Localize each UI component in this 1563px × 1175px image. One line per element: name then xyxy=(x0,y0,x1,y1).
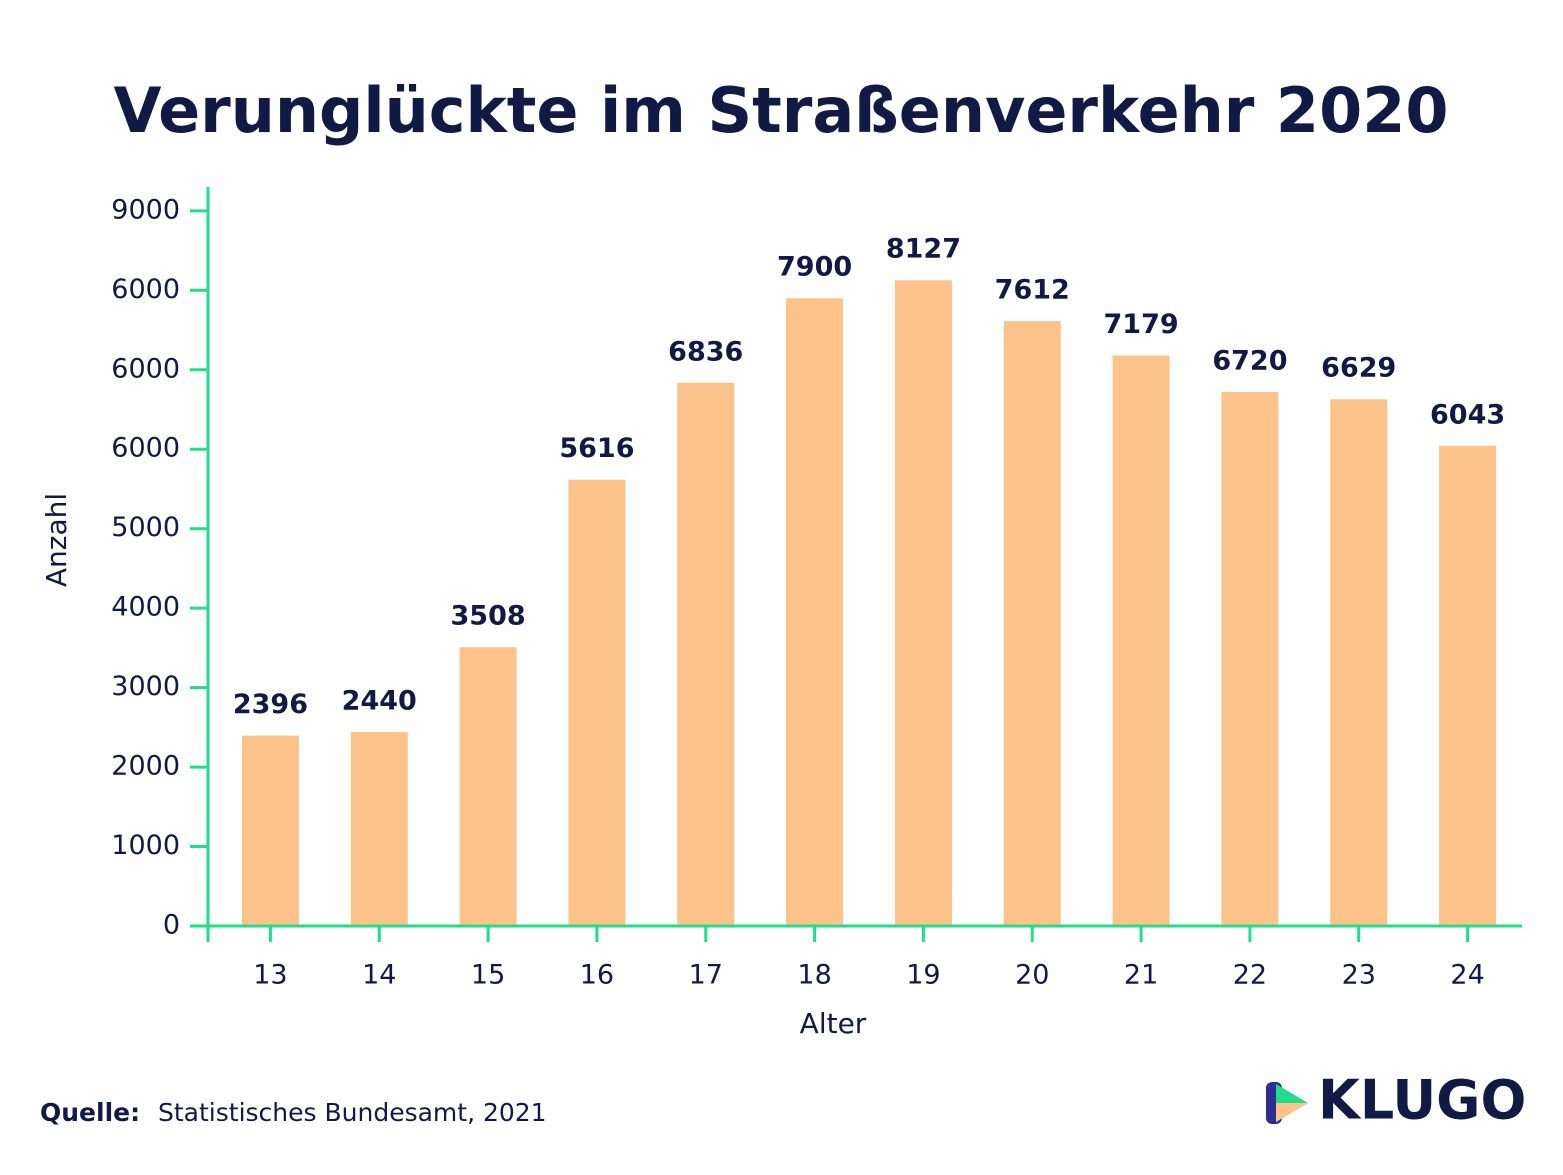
value-label: 6720 xyxy=(1212,346,1287,377)
y-tick-label: 4000 xyxy=(111,592,180,623)
value-label: 7179 xyxy=(1104,309,1179,340)
y-tick-label: 5000 xyxy=(111,512,180,543)
logo-icon xyxy=(1266,1082,1308,1124)
y-tick-label: 6000 xyxy=(111,353,180,384)
x-tick-label: 24 xyxy=(1450,960,1484,991)
bar xyxy=(350,732,408,926)
value-label: 6043 xyxy=(1430,399,1505,430)
value-label: 3508 xyxy=(451,601,526,632)
value-label: 2396 xyxy=(233,689,308,720)
x-tick-label: 23 xyxy=(1342,960,1376,991)
bar xyxy=(1330,399,1388,926)
logo: KLUGO xyxy=(1318,1069,1526,1132)
y-tick-label: 2000 xyxy=(111,751,180,782)
x-tick-label: 19 xyxy=(906,960,940,991)
bar xyxy=(1221,392,1279,926)
bar xyxy=(786,298,844,926)
bar xyxy=(241,735,299,926)
bar xyxy=(1439,445,1497,926)
bar xyxy=(1112,355,1170,926)
bar xyxy=(459,647,517,926)
bar xyxy=(677,382,735,926)
y-tick-label: 6000 xyxy=(111,433,180,464)
y-tick-label: 0 xyxy=(163,910,180,941)
bar xyxy=(894,280,952,926)
x-tick-label: 16 xyxy=(580,960,614,991)
x-tick-label: 15 xyxy=(471,960,505,991)
y-tick-label: 1000 xyxy=(111,830,180,861)
value-label: 5616 xyxy=(559,433,634,464)
value-label: 2440 xyxy=(342,686,417,717)
x-tick-label: 22 xyxy=(1233,960,1267,991)
x-tick-label: 18 xyxy=(797,960,831,991)
y-axis-label: Anzahl xyxy=(40,493,73,587)
x-tick-label: 17 xyxy=(689,960,723,991)
value-label: 7900 xyxy=(777,252,852,283)
value-label: 8127 xyxy=(886,234,961,265)
bar xyxy=(1003,321,1061,927)
x-axis-label: Alter xyxy=(800,1007,867,1040)
chart-title: Verunglückte im Straßenverkehr 2020 xyxy=(114,74,1449,147)
x-tick-label: 21 xyxy=(1124,960,1158,991)
source-label: Quelle: xyxy=(40,1098,140,1127)
y-tick-label: 9000 xyxy=(111,194,180,225)
bar xyxy=(568,479,626,926)
y-tick-label: 3000 xyxy=(111,671,180,702)
x-tick-label: 14 xyxy=(362,960,396,991)
y-tick-label: 6000 xyxy=(111,274,180,305)
source: Statistisches Bundesamt, 2021 xyxy=(158,1098,547,1127)
value-label: 7612 xyxy=(995,275,1070,306)
x-tick-label: 20 xyxy=(1015,960,1049,991)
value-label: 6836 xyxy=(668,336,743,367)
value-label: 6629 xyxy=(1321,353,1396,384)
x-tick-label: 13 xyxy=(253,960,287,991)
